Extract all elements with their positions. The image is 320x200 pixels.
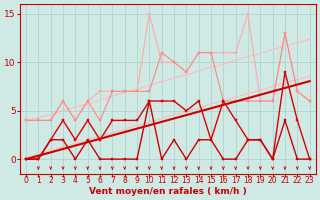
X-axis label: Vent moyen/en rafales ( km/h ): Vent moyen/en rafales ( km/h )	[89, 187, 247, 196]
